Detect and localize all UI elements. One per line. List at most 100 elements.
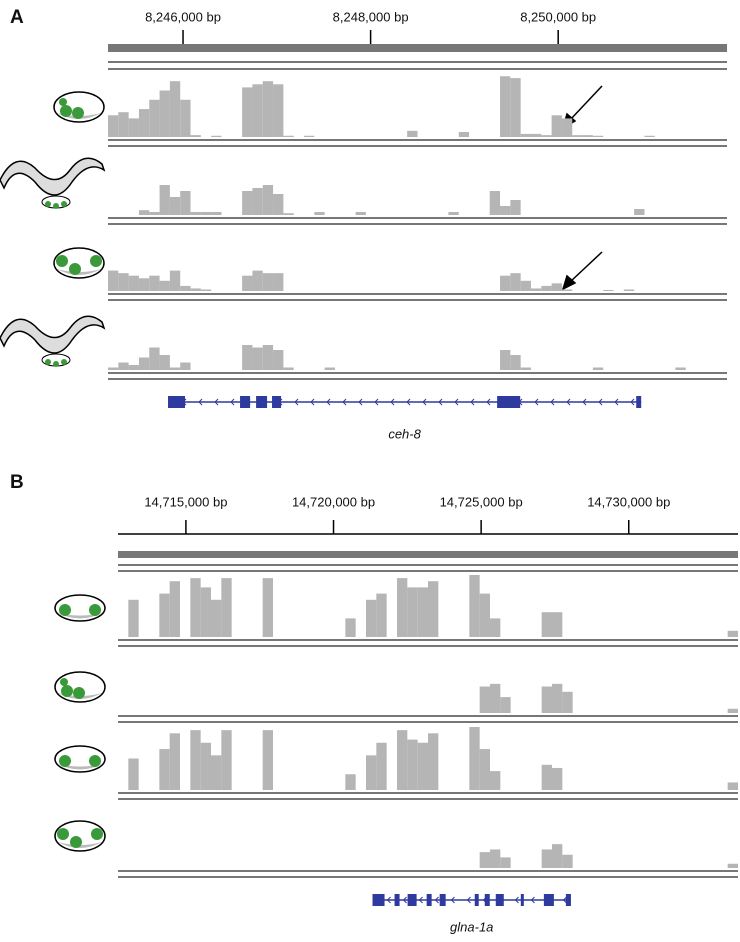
coverage-bar xyxy=(479,749,490,790)
coverage-bar xyxy=(128,758,139,790)
strand-chevron xyxy=(422,398,427,406)
coverage-bar xyxy=(128,275,139,291)
coverage-bar xyxy=(190,288,201,291)
coverage-bar xyxy=(530,288,542,291)
coverage-bar xyxy=(180,285,191,291)
gene-name: ceh-8 xyxy=(388,426,421,441)
ruler-bar xyxy=(108,44,727,52)
strand-chevron xyxy=(326,398,331,406)
coverage-bar xyxy=(727,863,738,868)
coverage-bar xyxy=(138,357,150,370)
coverage-bar xyxy=(562,854,573,868)
coverage-bar xyxy=(108,270,119,291)
coverage-bar xyxy=(582,135,593,137)
coverage-bar xyxy=(469,575,480,637)
coverage-bar xyxy=(500,206,511,215)
exon xyxy=(484,894,490,906)
strand-chevron xyxy=(630,398,635,406)
coverage-bar xyxy=(510,355,521,370)
coverage-bar xyxy=(149,212,160,215)
ruler-bar xyxy=(118,551,738,558)
strand-chevron xyxy=(438,398,443,406)
strand-chevron xyxy=(486,398,491,406)
coverage-bar xyxy=(314,212,325,215)
coverage-bar xyxy=(510,78,521,137)
strand-chevron xyxy=(582,398,587,406)
coverage-bar xyxy=(128,118,139,137)
exon xyxy=(272,396,282,408)
exon xyxy=(372,894,385,906)
coverage-bar xyxy=(520,367,531,370)
embryo-icon xyxy=(54,745,106,773)
coverage-bar xyxy=(262,730,273,790)
coverage-bar xyxy=(262,185,274,215)
exon xyxy=(474,894,479,906)
coverage-bar xyxy=(169,733,180,790)
strand-chevron xyxy=(454,398,459,406)
exon xyxy=(439,894,446,906)
coverage-bar xyxy=(211,135,222,137)
coverage-bar xyxy=(283,213,294,215)
coverage-bar xyxy=(727,630,738,637)
coverage-bar xyxy=(149,99,160,137)
strand-chevron xyxy=(358,398,363,406)
tick-label: 14,715,000 bp xyxy=(144,494,227,509)
strand-chevron xyxy=(466,896,471,904)
coverage-bar xyxy=(603,289,614,291)
strand-chevron xyxy=(598,398,603,406)
panel-label: A xyxy=(10,7,24,28)
coverage-bar xyxy=(149,347,160,370)
coverage-bar xyxy=(262,578,273,637)
strand-chevron xyxy=(470,398,475,406)
exon xyxy=(520,894,524,906)
strand-chevron xyxy=(402,896,407,904)
embryo-icon xyxy=(54,820,106,852)
coverage-bar xyxy=(252,270,263,291)
coverage-bar xyxy=(520,280,531,291)
coverage-bar xyxy=(592,367,604,370)
coverage-bar xyxy=(169,581,180,637)
coverage-bar xyxy=(397,730,408,790)
coverage-bar xyxy=(118,273,129,291)
exon xyxy=(495,894,504,906)
coverage-bar xyxy=(376,742,387,790)
tick-label: 14,730,000 bp xyxy=(587,494,670,509)
coverage-bar xyxy=(490,849,501,868)
exon xyxy=(168,396,185,408)
coverage-bar xyxy=(159,749,170,790)
coverage-bar xyxy=(366,599,377,637)
coverage-bar xyxy=(200,742,211,790)
arrow xyxy=(561,251,603,291)
coverage-bar xyxy=(428,581,439,637)
coverage-bar xyxy=(252,347,263,370)
coverage-bar xyxy=(551,115,562,137)
coverage-bar xyxy=(273,350,284,370)
tick-label: 8,246,000 bp xyxy=(145,9,221,24)
strand-chevron xyxy=(294,398,299,406)
worm-icon xyxy=(0,315,105,368)
coverage-bar xyxy=(200,587,211,637)
worm-icon xyxy=(0,157,105,210)
exon xyxy=(240,396,251,408)
exon xyxy=(256,396,268,408)
coverage-bar xyxy=(252,188,263,215)
strand-chevron xyxy=(342,398,347,406)
coverage-bar xyxy=(180,191,191,215)
coverage-bar xyxy=(242,345,253,370)
coverage-bar xyxy=(118,112,129,137)
tick-label: 14,725,000 bp xyxy=(440,494,523,509)
strand-chevron xyxy=(230,398,235,406)
coverage-bar xyxy=(634,209,645,215)
embryo-icon xyxy=(54,594,106,622)
coverage-bar xyxy=(242,191,253,215)
strand-chevron xyxy=(310,398,315,406)
coverage-bar xyxy=(489,191,501,215)
exon xyxy=(636,396,642,408)
strand-chevron xyxy=(566,398,571,406)
coverage-bar xyxy=(552,683,563,713)
coverage-bar xyxy=(169,270,181,291)
strand-chevron xyxy=(214,398,219,406)
embryo-icon xyxy=(53,247,105,279)
coverage-bar xyxy=(273,194,284,215)
gene-name: glna-1a xyxy=(450,919,493,934)
